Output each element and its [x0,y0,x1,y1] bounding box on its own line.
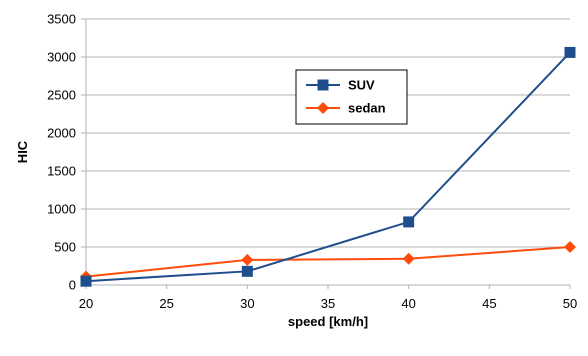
x-tick-labels: 20 25 30 35 40 45 50 [79,296,577,311]
y-tick-label: 2000 [47,126,76,141]
y-tick-label: 3500 [47,12,76,27]
x-tick-label: 25 [159,296,173,311]
legend-label: SUV [348,78,375,93]
grid [86,18,570,286]
data-point-sedan [564,241,576,253]
y-tick-label: 1000 [47,202,76,217]
data-point-suv [403,216,415,228]
y-axis-label: HIC [15,140,30,163]
x-axis-label: speed [km/h] [288,314,368,329]
x-tick-label: 45 [482,296,496,311]
legend-item-suv: SUV [306,78,375,93]
x-tick-label: 50 [563,296,577,311]
series-layer [80,46,576,287]
legend-items: SUV sedan [306,78,386,116]
legend-item-sedan: sedan [306,101,386,116]
x-tick-label: 20 [79,296,93,311]
data-point-sedan [241,253,254,266]
x-tick-label: 30 [240,296,254,311]
y-tick-label: 3000 [47,50,76,65]
legend-box [295,69,408,125]
data-point-suv [564,46,576,58]
legend: SUV sedan [295,69,408,125]
x-tick-label: 35 [321,296,335,311]
y-tick-label: 1500 [47,164,76,179]
y-tick-label: 2500 [47,88,76,103]
series-line-sedan [85,246,571,278]
y-tick-label: 0 [69,278,76,293]
data-point-suv [80,275,92,287]
legend-swatch-marker [317,102,329,114]
series-suv [80,46,576,287]
y-tick-labels: 0 500 1000 1500 2000 2500 3000 3500 [47,12,76,293]
legend-label: sedan [348,101,386,116]
y-tick-label: 500 [54,240,76,255]
data-point-suv [241,265,253,277]
x-tick-label: 40 [401,296,415,311]
data-point-sedan [402,252,415,265]
series-line-suv [85,51,571,283]
axes [81,18,571,289]
legend-swatch-marker [317,79,329,91]
